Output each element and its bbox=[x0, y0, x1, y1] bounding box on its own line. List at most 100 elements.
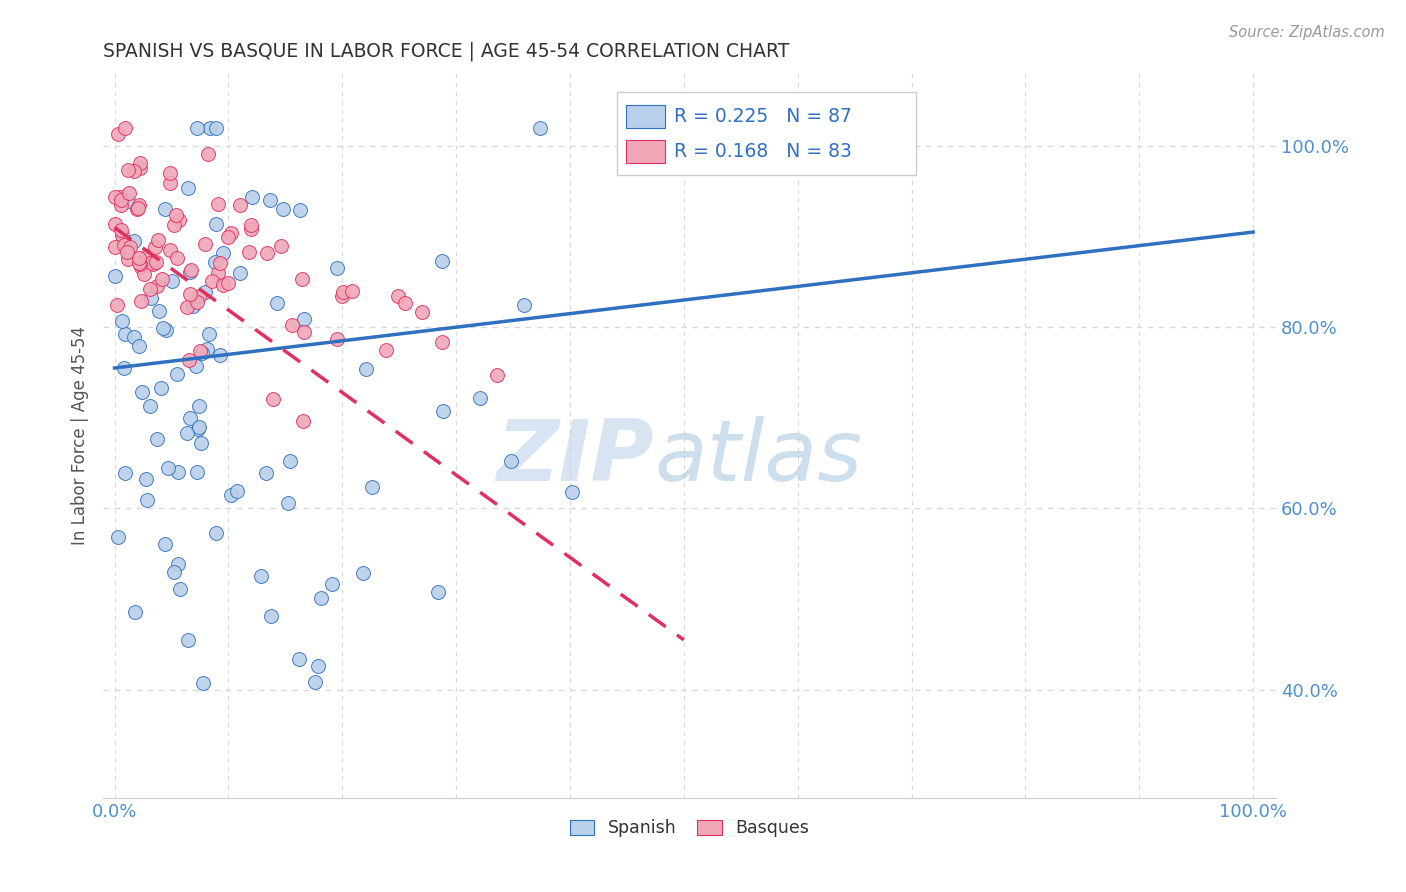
Point bbox=[114, 120, 136, 135]
Point bbox=[159, 243, 181, 257]
Point bbox=[432, 404, 454, 418]
Point bbox=[217, 230, 239, 244]
Point bbox=[254, 467, 277, 481]
Text: Source: ZipAtlas.com: Source: ZipAtlas.com bbox=[1229, 25, 1385, 40]
Point bbox=[240, 190, 263, 204]
Point bbox=[288, 652, 311, 666]
FancyBboxPatch shape bbox=[617, 92, 915, 175]
Point bbox=[153, 202, 176, 217]
Point bbox=[118, 240, 141, 254]
Point bbox=[311, 591, 333, 606]
Point bbox=[191, 345, 214, 359]
Point bbox=[177, 180, 200, 194]
Point bbox=[288, 202, 311, 217]
Point bbox=[326, 260, 349, 275]
Point bbox=[229, 266, 252, 280]
Point bbox=[411, 305, 433, 319]
Point bbox=[129, 161, 152, 175]
Point bbox=[177, 353, 200, 368]
Point bbox=[107, 530, 129, 544]
Text: atlas: atlas bbox=[654, 417, 862, 500]
Point bbox=[209, 256, 232, 270]
Point bbox=[117, 194, 139, 208]
Point bbox=[186, 120, 208, 135]
Point bbox=[529, 120, 551, 135]
Point bbox=[122, 330, 145, 344]
Text: R = 0.225   N = 87: R = 0.225 N = 87 bbox=[673, 107, 852, 126]
Point bbox=[107, 127, 129, 141]
Point bbox=[176, 300, 198, 314]
Text: SPANISH VS BASQUE IN LABOR FORCE | AGE 45-54 CORRELATION CHART: SPANISH VS BASQUE IN LABOR FORCE | AGE 4… bbox=[103, 42, 790, 62]
Point bbox=[118, 186, 141, 200]
Point bbox=[111, 313, 134, 327]
Point bbox=[146, 432, 169, 446]
Legend: Spanish, Basques: Spanish, Basques bbox=[562, 813, 817, 844]
Point bbox=[135, 472, 157, 486]
Point bbox=[128, 339, 150, 353]
Point bbox=[179, 287, 201, 301]
Point bbox=[187, 419, 209, 434]
Point bbox=[127, 201, 149, 215]
Point bbox=[561, 485, 583, 500]
Point bbox=[129, 156, 152, 170]
Point bbox=[292, 414, 315, 428]
Point bbox=[256, 246, 278, 260]
Point bbox=[160, 274, 183, 288]
Point bbox=[340, 284, 363, 298]
Point bbox=[179, 265, 201, 279]
Point bbox=[228, 198, 250, 212]
Point bbox=[262, 392, 284, 407]
Point bbox=[197, 147, 219, 161]
Point bbox=[128, 255, 150, 269]
Point bbox=[169, 582, 191, 597]
Point bbox=[207, 197, 229, 211]
Point bbox=[250, 569, 273, 583]
Text: ZIP: ZIP bbox=[496, 417, 654, 500]
Point bbox=[217, 276, 239, 290]
Point bbox=[114, 326, 136, 341]
Point bbox=[427, 585, 450, 599]
Point bbox=[198, 326, 221, 341]
Point bbox=[485, 368, 508, 382]
Point bbox=[201, 274, 224, 288]
Point bbox=[207, 266, 229, 280]
Point bbox=[145, 255, 167, 269]
Point bbox=[125, 202, 148, 216]
Point bbox=[330, 289, 353, 303]
Point bbox=[149, 381, 172, 395]
Point bbox=[131, 385, 153, 400]
Point bbox=[278, 454, 301, 468]
Point bbox=[107, 298, 129, 312]
Point bbox=[112, 361, 135, 376]
Point bbox=[183, 299, 205, 313]
Point bbox=[117, 252, 139, 267]
Point bbox=[155, 322, 177, 336]
Point bbox=[153, 537, 176, 551]
Point bbox=[394, 296, 416, 310]
Point bbox=[110, 198, 132, 212]
Point bbox=[122, 234, 145, 248]
Point bbox=[139, 399, 162, 413]
Point bbox=[513, 298, 536, 312]
Point bbox=[111, 228, 134, 243]
Point bbox=[104, 217, 127, 231]
Point bbox=[193, 675, 215, 690]
Point bbox=[187, 422, 209, 436]
Point bbox=[270, 238, 292, 252]
Point bbox=[204, 255, 226, 269]
Point bbox=[259, 193, 281, 207]
Point bbox=[307, 658, 329, 673]
Point bbox=[184, 359, 207, 373]
FancyBboxPatch shape bbox=[626, 140, 665, 163]
Point bbox=[143, 240, 166, 254]
Point bbox=[304, 675, 326, 690]
Point bbox=[115, 245, 138, 260]
Point bbox=[219, 488, 242, 502]
Point bbox=[374, 343, 396, 358]
Point bbox=[117, 163, 139, 178]
Point bbox=[157, 461, 180, 475]
Point bbox=[136, 492, 159, 507]
Point bbox=[138, 282, 160, 296]
Point bbox=[194, 285, 217, 299]
FancyBboxPatch shape bbox=[626, 105, 665, 128]
